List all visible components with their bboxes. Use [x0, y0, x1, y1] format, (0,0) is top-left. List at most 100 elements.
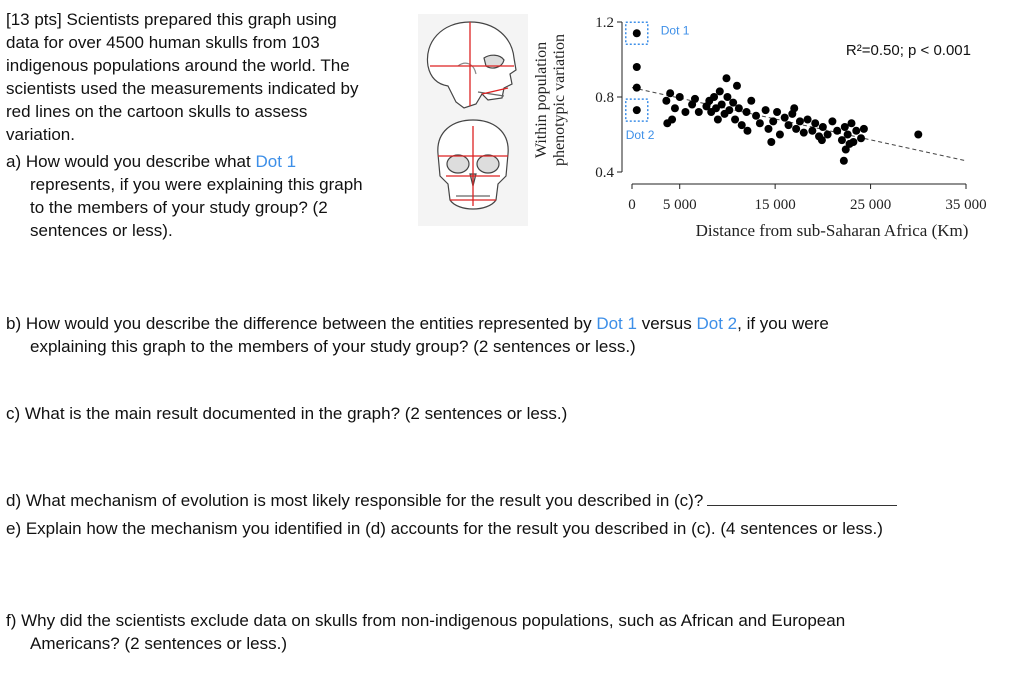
data-point — [666, 89, 675, 98]
front-skull-measure-lines — [438, 126, 508, 206]
data-point — [764, 124, 773, 133]
data-point — [823, 130, 832, 139]
data-point — [769, 117, 778, 126]
x-axis-label: Distance from sub-Saharan Africa (Km) — [696, 221, 969, 240]
y-tick-label: 1.2 — [595, 15, 614, 31]
data-point — [828, 117, 837, 126]
scatter-chart: Within population phenotypic variation 0… — [533, 15, 987, 240]
data-point — [780, 113, 789, 122]
data-point — [773, 108, 782, 116]
data-point — [711, 104, 720, 113]
x-tick-label: 0 — [628, 197, 636, 213]
data-point — [725, 106, 734, 115]
y-axis-label: Within population phenotypic variation — [533, 34, 568, 166]
question-d: d) What mechanism of evolution is most l… — [6, 489, 1016, 512]
x-tick-label: 5 000 — [663, 197, 697, 213]
intro-line: red lines on the cartoon skulls to asses… — [6, 102, 308, 121]
question-b-line: explaining this graph to the members of … — [30, 337, 636, 356]
data-point — [857, 134, 866, 143]
data-point — [732, 81, 741, 90]
data-point — [731, 115, 740, 124]
data-point — [761, 106, 770, 115]
data-point — [717, 100, 726, 109]
intro-line: scientists used the measurements indicat… — [6, 79, 359, 98]
data-point — [839, 156, 848, 165]
answer-blank[interactable] — [707, 489, 898, 506]
data-point — [715, 87, 724, 96]
data-point — [690, 94, 699, 103]
chart-ticks: 0.4 0.8 1.2 0 5 000 15 000 25 000 35 000 — [595, 15, 986, 213]
y-tick-label: 0.8 — [595, 90, 614, 106]
intro-line: [13 pts] Scientists prepared this graph … — [6, 10, 337, 29]
data-point — [914, 130, 923, 139]
question-e: e) Explain how the mechanism you identif… — [6, 519, 883, 538]
question-f: f) Why did the scientists exclude data o… — [6, 609, 1016, 655]
data-point — [845, 139, 854, 148]
skull-illustrations — [418, 14, 528, 226]
data-point — [675, 93, 684, 101]
data-point — [784, 121, 793, 130]
data-point — [742, 108, 751, 116]
side-skull-measure-lines — [430, 22, 514, 106]
data-point — [743, 126, 752, 135]
intro-line: data for over 4500 human skulls from 103 — [6, 33, 320, 52]
data-point — [833, 126, 842, 135]
question-a-line: sentences or less). — [30, 221, 173, 240]
dot2-callout-box — [625, 98, 649, 122]
dot1-label: Dot 1 — [596, 314, 637, 333]
intro-line: variation. — [6, 125, 75, 144]
data-point — [840, 123, 849, 131]
data-point — [752, 111, 761, 120]
data-point — [795, 117, 804, 126]
question-b: b) How would you describe the difference… — [6, 312, 1016, 358]
data-point — [723, 93, 732, 101]
side-skull-icon — [426, 21, 517, 109]
y-axis-label-line2: phenotypic variation — [551, 34, 568, 166]
data-point — [775, 130, 784, 139]
y-tick-label: 0.4 — [595, 165, 614, 181]
data-point — [737, 121, 746, 130]
data-point — [747, 96, 756, 105]
data-point — [852, 126, 861, 135]
x-tick-label: 35 000 — [945, 197, 986, 213]
data-point — [841, 145, 850, 154]
data-point — [713, 115, 722, 124]
data-point — [767, 138, 776, 146]
question-a-line: represents, if you were explaining this … — [30, 175, 363, 194]
data-point — [662, 96, 671, 105]
dot2-callout-label: Dot 2 — [626, 128, 655, 142]
data-point — [859, 124, 868, 133]
question-a-text: a) How would you describe what — [6, 152, 256, 171]
data-point — [808, 126, 817, 135]
dot-callouts: Dot 1 Dot 2 — [625, 21, 690, 142]
data-point — [817, 136, 826, 145]
data-point — [755, 119, 764, 128]
data-points — [632, 29, 923, 165]
data-point — [710, 93, 719, 101]
data-point — [670, 104, 679, 113]
data-point — [843, 130, 852, 139]
data-point — [722, 74, 731, 83]
data-point — [847, 119, 856, 128]
data-point — [799, 128, 808, 137]
question-b-text: versus — [636, 314, 697, 333]
question-f-line: Americans? (2 sentences or less.) — [30, 634, 287, 653]
data-point — [729, 98, 738, 107]
data-point — [792, 124, 801, 133]
data-point — [632, 63, 641, 71]
data-point — [811, 119, 820, 128]
data-point — [668, 115, 677, 124]
data-point — [790, 104, 799, 113]
data-point — [837, 136, 846, 145]
data-point — [694, 108, 703, 116]
data-point — [632, 106, 641, 115]
data-point — [681, 108, 690, 116]
question-a-line: to the members of your study group? (2 — [30, 198, 328, 217]
question-d-text: d) What mechanism of evolution is most l… — [6, 491, 704, 510]
question-a: a) How would you describe what Dot 1 rep… — [6, 150, 406, 242]
question-b-text: , if you were — [737, 314, 829, 333]
question-b-text: b) How would you describe the difference… — [6, 314, 597, 333]
dot2-label: Dot 2 — [696, 314, 738, 333]
dot1-label: Dot 1 — [255, 152, 297, 171]
data-point — [734, 104, 743, 113]
